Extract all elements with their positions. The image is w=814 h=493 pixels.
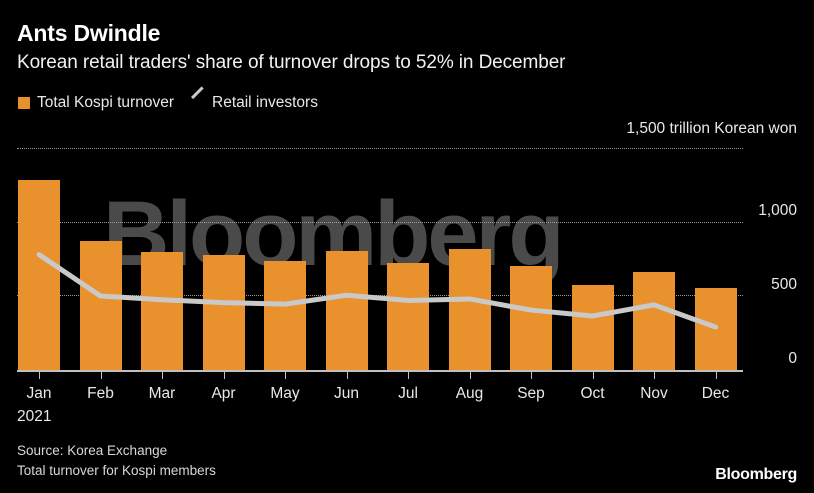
source-line: Source: Korea Exchange — [17, 443, 168, 458]
tick-dec — [716, 372, 717, 379]
chart-title: Ants Dwindle — [17, 20, 161, 46]
x-label-mar: Mar — [148, 385, 176, 402]
tick-jun — [347, 372, 348, 379]
x-label-oct: Oct — [580, 385, 605, 402]
tick-aug — [470, 372, 471, 379]
legend-label: Retail investors — [212, 94, 318, 111]
x-axis-year-label: 2021 — [17, 408, 52, 425]
x-label-jul: Jul — [398, 385, 418, 402]
tick-jul — [408, 372, 409, 379]
legend-item-total-kospi-turnover: Total Kospi turnover — [18, 94, 174, 112]
bar-nov — [633, 271, 675, 370]
gridline-1000 — [17, 222, 743, 223]
x-label-nov: Nov — [640, 385, 668, 402]
legend-label: Total Kospi turnover — [37, 94, 174, 111]
x-label-jun: Jun — [334, 385, 359, 402]
y-label-1000: 1,000 — [758, 202, 797, 219]
bar-dec — [694, 287, 737, 370]
chart-legend: Total Kospi turnover Retail investors — [18, 94, 318, 112]
tick-nov — [654, 372, 655, 379]
x-label-sep: Sep — [517, 385, 545, 402]
bar-feb — [79, 240, 122, 370]
bloomberg-logo: Bloomberg — [715, 466, 797, 483]
x-label-feb: Feb — [87, 385, 114, 402]
bar-apr — [202, 254, 245, 370]
x-label-aug: Aug — [455, 385, 484, 402]
y-label-500: 500 — [771, 276, 797, 293]
x-label-may: May — [270, 385, 300, 402]
y-label-0: 0 — [788, 350, 797, 367]
chart-footer: Source: Korea Exchange Total turnover fo… — [17, 441, 216, 480]
bar-jan — [18, 179, 60, 370]
tick-mar — [162, 372, 163, 379]
chart-subtitle: Korean retail traders' share of turnover… — [17, 52, 566, 74]
bar-mar — [141, 251, 183, 370]
x-axis-baseline — [17, 370, 743, 372]
gridline-1500 — [17, 148, 743, 149]
tick-sep — [531, 372, 532, 379]
legend-item-retail-investors: Retail investors — [190, 94, 318, 112]
bar-jul — [387, 263, 429, 370]
x-label-jan: Jan — [26, 385, 52, 402]
tick-feb — [101, 372, 102, 379]
chart-header: Ants Dwindle Korean retail traders' shar… — [17, 20, 797, 75]
x-label-apr: Apr — [211, 385, 236, 402]
bar-aug — [448, 248, 491, 370]
square-icon — [18, 97, 30, 109]
bar-oct — [571, 284, 614, 370]
tick-may — [285, 372, 286, 379]
x-label-dec: Dec — [701, 385, 730, 402]
y-axis-unit-caption: 1,500 trillion Korean won — [626, 120, 797, 137]
note-line: Total turnover for Kospi members — [17, 462, 216, 478]
bar-sep — [510, 266, 552, 370]
bar-jun — [325, 250, 368, 370]
tick-oct — [593, 372, 594, 379]
tick-jan — [39, 372, 40, 379]
bar-may — [264, 261, 306, 370]
tick-apr — [224, 372, 225, 379]
